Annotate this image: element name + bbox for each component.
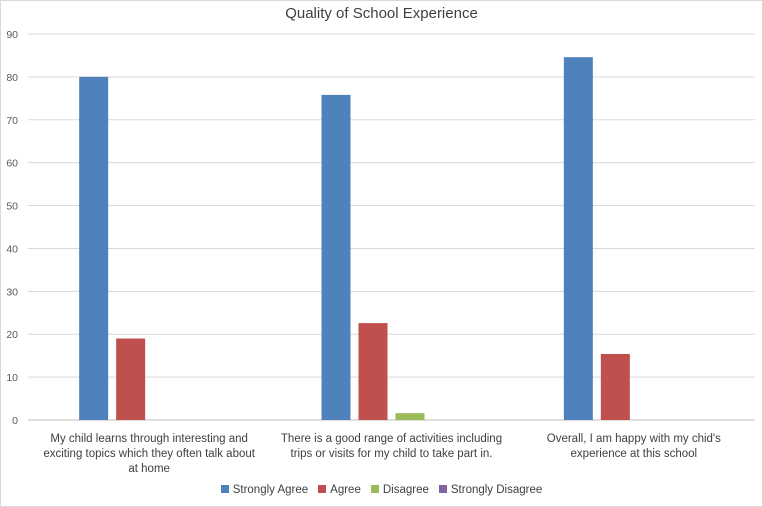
y-tick-label: 30 xyxy=(6,286,18,298)
legend-swatch xyxy=(371,485,379,493)
x-category-label: There is a good range of activities incl… xyxy=(281,433,502,460)
legend-label: Disagree xyxy=(383,484,429,496)
x-category-label: Overall, I am happy with my chid's experi… xyxy=(547,433,721,460)
legend-item: Strongly Agree xyxy=(221,484,308,496)
y-tick-label: 70 xyxy=(6,115,18,127)
y-tick-label: 10 xyxy=(6,372,18,384)
chart-legend: Strongly Agree Agree Disagree Strongly Disa… xyxy=(0,484,763,496)
bar-disagree xyxy=(396,413,425,420)
bar-agree xyxy=(116,339,145,420)
legend-item: Agree xyxy=(318,484,361,496)
bar-agree xyxy=(359,323,388,420)
bar-strongly-agree xyxy=(79,77,108,420)
bar-strongly-agree xyxy=(564,57,593,420)
y-tick-label: 90 xyxy=(6,29,18,41)
y-tick-label: 0 xyxy=(12,415,18,427)
bar-strongly-agree xyxy=(322,95,351,420)
legend-label: Agree xyxy=(330,484,361,496)
y-tick-label: 50 xyxy=(6,201,18,213)
y-tick-label: 20 xyxy=(6,329,18,341)
legend-label: Strongly Disagree xyxy=(451,484,542,496)
legend-swatch xyxy=(439,485,447,493)
legend-label: Strongly Agree xyxy=(233,484,308,496)
y-tick-label: 40 xyxy=(6,243,18,255)
y-tick-label: 80 xyxy=(6,72,18,84)
legend-swatch xyxy=(318,485,326,493)
x-category-label: My child learns through interesting and e… xyxy=(43,433,255,475)
legend-swatch xyxy=(221,485,229,493)
legend-item: Strongly Disagree xyxy=(439,484,542,496)
y-tick-label: 60 xyxy=(6,158,18,170)
chart-plot: 0 10 20 30 40 50 60 70 80 90 My child learns throu… xyxy=(0,0,763,480)
bar-agree xyxy=(601,354,630,420)
legend-item: Disagree xyxy=(371,484,429,496)
